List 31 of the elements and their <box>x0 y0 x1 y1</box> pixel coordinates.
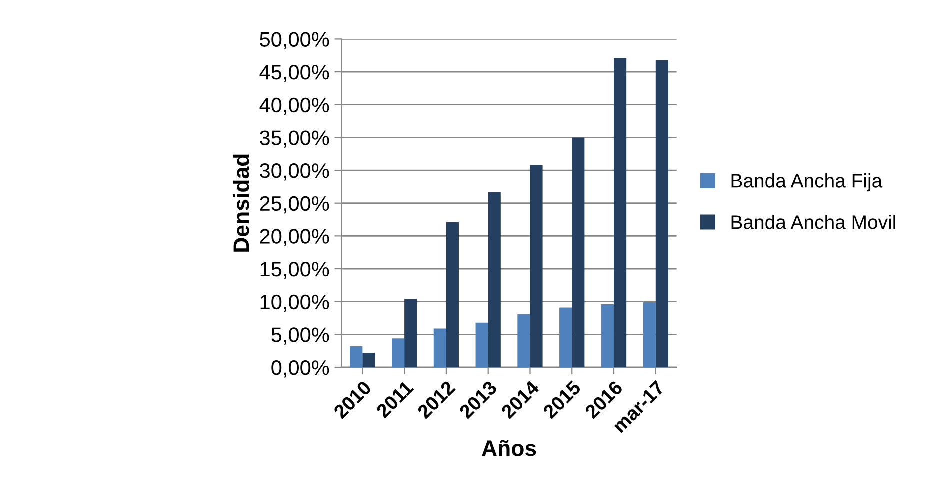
y-tick-label: 15,00% <box>260 262 330 280</box>
bar <box>614 58 627 368</box>
legend-label: Banda Ancha Movil <box>732 215 896 230</box>
bar <box>518 314 530 368</box>
bar <box>362 353 376 368</box>
bar <box>392 338 405 368</box>
bar <box>560 308 572 368</box>
bar <box>601 304 614 368</box>
y-tick-label: 10,00% <box>260 294 330 312</box>
y-tick-label: 25,00% <box>260 196 330 214</box>
y-tick-label: 0,00% <box>272 360 330 378</box>
bar <box>572 138 585 368</box>
bar <box>656 60 668 368</box>
bar <box>446 222 460 368</box>
bar <box>530 165 543 368</box>
legend-label: Banda Ancha Fija <box>732 174 883 192</box>
bar <box>404 299 418 368</box>
bar <box>488 192 501 368</box>
y-tick-label: 20,00% <box>260 229 330 246</box>
y-tick-label: 50,00% <box>260 32 330 50</box>
y-tick-label: 35,00% <box>260 130 330 148</box>
bar <box>476 322 488 368</box>
y-tick-label: 40,00% <box>260 98 330 116</box>
bar <box>434 328 446 368</box>
bar <box>643 302 656 368</box>
y-tick-label: 30,00% <box>260 164 330 181</box>
bar <box>350 346 363 368</box>
y-tick-label: 5,00% <box>272 328 330 345</box>
y-axis-title: Densidad <box>232 154 250 252</box>
y-tick-label: 45,00% <box>260 65 330 82</box>
x-axis-title: Años <box>482 440 536 456</box>
